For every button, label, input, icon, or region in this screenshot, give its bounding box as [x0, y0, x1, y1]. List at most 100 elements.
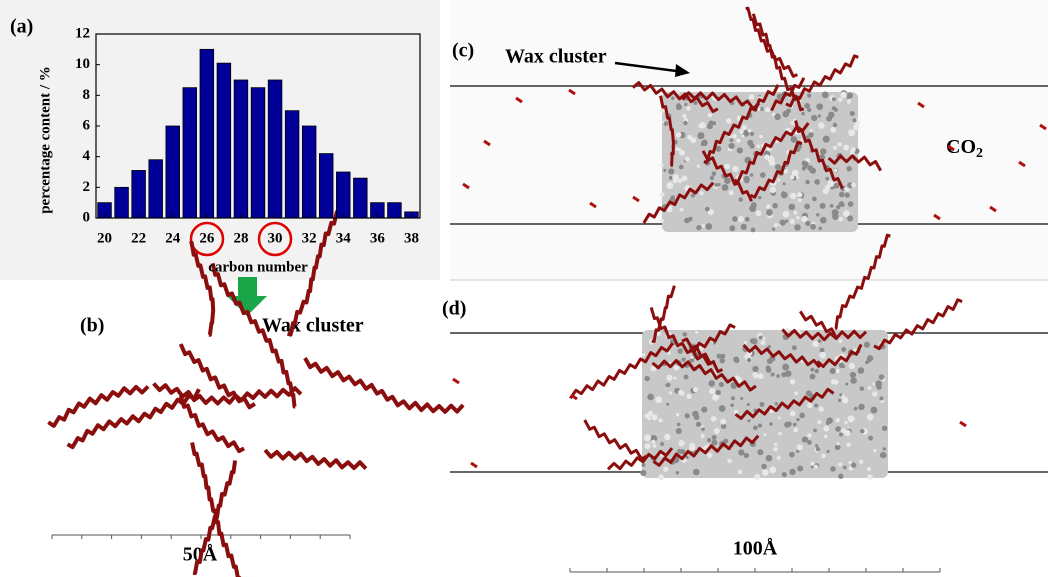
atom: [791, 345, 797, 351]
atom: [705, 223, 713, 230]
atom: [706, 123, 713, 130]
atom: [817, 339, 822, 343]
red-chain: [703, 84, 780, 164]
atom: [774, 442, 778, 447]
atom: [781, 191, 786, 195]
red-chain: [749, 140, 803, 199]
red-chain: [152, 382, 303, 406]
atom: [681, 357, 686, 362]
atom: [804, 103, 811, 109]
atom: [785, 219, 789, 223]
atom: [812, 196, 817, 202]
atom: [764, 106, 771, 113]
atom: [666, 382, 671, 388]
atom: [765, 454, 773, 462]
atom: [682, 332, 687, 337]
atom: [789, 410, 796, 417]
red-chain: [303, 357, 465, 414]
red-chain: [190, 442, 242, 577]
atom: [762, 469, 769, 476]
co2-molecule: [462, 182, 470, 190]
atom: [683, 120, 688, 126]
atom: [681, 175, 688, 182]
y-tick-label: 12: [75, 25, 90, 41]
atom: [781, 472, 787, 478]
atom: [656, 331, 661, 337]
atom: [675, 413, 680, 417]
atom: [818, 154, 826, 161]
atom: [677, 148, 682, 152]
atom: [724, 163, 730, 170]
atom: [815, 444, 819, 448]
atom: [845, 382, 849, 386]
atom: [881, 425, 888, 432]
atom: [794, 391, 799, 396]
atom: [879, 396, 884, 401]
atom: [668, 168, 675, 175]
red-chain: [701, 150, 753, 202]
atom: [805, 179, 810, 185]
atom: [838, 191, 845, 198]
atom: [749, 205, 757, 213]
atom: [732, 165, 739, 173]
red-chain: [834, 233, 891, 330]
atom: [792, 422, 797, 427]
co2-molecule: [570, 393, 578, 401]
atom: [764, 154, 770, 160]
x-tick-label: 26: [199, 230, 215, 246]
atom: [775, 164, 781, 170]
co2-molecule: [959, 420, 967, 428]
atom: [852, 118, 857, 123]
pointer-head: [675, 64, 690, 77]
atom: [699, 191, 704, 196]
red-chain: [799, 310, 838, 340]
co2-molecule: [933, 213, 941, 221]
atom: [790, 136, 798, 143]
x-tick-label: 24: [165, 230, 181, 246]
atom: [835, 204, 841, 210]
bar: [216, 62, 232, 219]
atom: [782, 210, 790, 218]
atom: [659, 192, 665, 197]
atom: [650, 365, 657, 372]
atom: [832, 122, 838, 128]
atom: [777, 178, 781, 182]
atom: [776, 374, 780, 378]
atom: [832, 145, 837, 150]
atom: [747, 419, 751, 423]
atom: [848, 460, 852, 465]
atom: [815, 446, 821, 452]
atom: [848, 129, 856, 137]
atom: [767, 345, 772, 349]
atom: [859, 386, 865, 391]
atom: [777, 416, 781, 420]
bar: [165, 125, 180, 219]
atom: [664, 433, 671, 441]
atom: [711, 171, 717, 176]
atom: [757, 107, 761, 111]
co2-molecule: [947, 144, 955, 152]
atom: [851, 462, 857, 468]
atom: [848, 362, 856, 370]
atom: [773, 223, 779, 228]
atom: [810, 367, 815, 372]
atom: [744, 216, 750, 222]
atom: [841, 397, 849, 404]
atom: [684, 102, 688, 107]
caption: Wax cluster: [505, 46, 607, 68]
atom: [809, 167, 817, 174]
atom: [823, 425, 830, 432]
co2-molecule: [917, 101, 925, 109]
atom: [758, 335, 763, 340]
highlight-circle: [257, 221, 293, 257]
atom: [831, 209, 839, 217]
atom: [757, 423, 762, 428]
atom: [676, 103, 681, 108]
atom: [796, 192, 803, 198]
atom: [696, 224, 702, 231]
atom: [788, 203, 796, 211]
atom: [814, 403, 819, 408]
bar: [131, 170, 146, 219]
red-chain: [781, 328, 868, 342]
atom: [739, 129, 744, 134]
